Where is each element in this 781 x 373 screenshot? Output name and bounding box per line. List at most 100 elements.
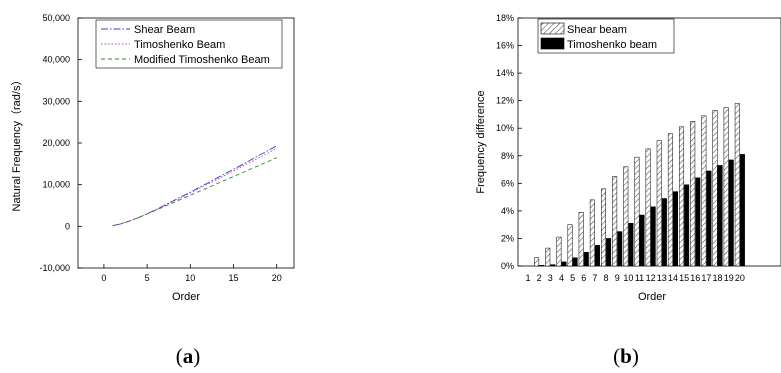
chart-b-bar-timoshenko (594, 245, 600, 267)
chart-a-y-tick-label: 30,000 (42, 96, 70, 106)
chart-a-x-axis-label: Order (172, 291, 200, 303)
chart-b-x-tick-label: 2 (537, 273, 542, 283)
chart-b-bar-timoshenko (539, 265, 545, 267)
chart-b-bar-timoshenko (583, 251, 589, 267)
chart-b-legend-label: Timoshenko beam (567, 39, 657, 51)
chart-b-bar-timoshenko (606, 238, 612, 267)
chart-b-legend-label: Shear beam (567, 24, 627, 36)
chart-a: 0 5 10 15 20 -10,000 0 10,000 20,000 30,000 40,00… (10, 13, 295, 303)
chart-a-series-lines (112, 145, 277, 227)
chart-b-x-tick-label: 9 (615, 273, 620, 283)
chart-b-x-tick-label: 12 (646, 273, 656, 283)
chart-b-y-tick-label: 14% (496, 68, 514, 78)
chart-b-y-tick-label: 10% (496, 123, 514, 133)
chart-a-series-line-3 (112, 157, 277, 227)
chart-b-bar-shear (556, 236, 562, 267)
chart-b-bar-shear (712, 110, 718, 267)
chart-b-bar-timoshenko (695, 177, 701, 267)
chart-b-bar-shear (612, 176, 618, 267)
chart-b-x-tick-label: 6 (581, 273, 586, 283)
chart-b-bar-timoshenko (728, 159, 734, 267)
chart-b-x-tick-label: 20 (735, 273, 745, 283)
chart-a-legend-label: Shear Beam (134, 24, 195, 36)
chart-b-bar-shear (634, 156, 640, 267)
chart-b-bar-timoshenko (706, 170, 712, 267)
chart-b-x-tick-label: 17 (701, 273, 711, 283)
chart-b-x-tick-label: 15 (679, 273, 689, 283)
chart-a-y-ticks: -10,000 0 10,000 20,000 30,000 40,000 50,000 (39, 13, 82, 273)
caption-a: (a) (176, 344, 201, 368)
chart-b-y-tick-label: 6% (501, 178, 514, 188)
chart-b-bar-shear (589, 199, 595, 267)
chart-a-x-tick-label: 15 (229, 273, 239, 283)
chart-b-bar-timoshenko (650, 206, 656, 267)
chart-a-y-tick-label: 0 (65, 221, 70, 231)
chart-b-bar-timoshenko (717, 165, 723, 267)
chart-a-legend: Shear Beam Timoshenko Beam Modified Timosh… (95, 19, 283, 69)
chart-b-bar-timoshenko (673, 191, 678, 267)
chart-b-bar-shear (667, 133, 673, 267)
chart-b-y-tick-label: 12% (496, 96, 514, 106)
chart-b-x-tick-label: 5 (570, 273, 575, 283)
chart-b-bar-shear (601, 188, 606, 267)
chart-b-y-tick-label: 4% (501, 206, 514, 216)
chart-b-legend: Shear beam Timoshenko beam (537, 18, 675, 54)
chart-b-legend-swatch (540, 37, 565, 50)
chart-b-bar-shear (623, 166, 629, 267)
chart-b-x-tick-label: 1 (525, 273, 530, 283)
chart-b-bar-timoshenko (561, 261, 567, 267)
chart-b-y-tick-label: 0% (501, 261, 514, 271)
chart-b-bar-shear (656, 140, 662, 267)
chart-b-bar-timoshenko (550, 264, 556, 267)
chart-a-y-tick-label: 10,000 (42, 180, 70, 190)
chart-a-x-tick-label: 0 (101, 273, 106, 283)
chart-b-bar-shear (734, 103, 740, 267)
chart-b-x-tick-label: 3 (548, 273, 553, 283)
chart-a-x-tick-label: 10 (185, 273, 195, 283)
chart-b-y-tick-label: 18% (496, 13, 514, 23)
chart-b-bar-shear (545, 247, 551, 267)
chart-a-x-ticks: 0 5 10 15 20 (101, 264, 282, 283)
chart-b-bar-shear (701, 115, 707, 267)
chart-b-legend-swatch (540, 22, 565, 35)
chart-b-bar-timoshenko (628, 223, 634, 267)
chart-b-x-axis-label: Order (638, 291, 666, 303)
chart-b-bar-shear (690, 121, 696, 267)
chart-b-x-tick-label: 16 (690, 273, 700, 283)
chart-a-y-tick-label: 20,000 (42, 138, 70, 148)
chart-a-x-tick-label: 5 (145, 273, 150, 283)
chart-b-y-tick-label: 2% (501, 233, 514, 243)
chart-b-x-tick-label: 4 (559, 273, 564, 283)
chart-b-x-tick-label: 14 (668, 273, 678, 283)
chart-b-x-tick-label: 8 (604, 273, 609, 283)
chart-a-y-tick-label: -10,000 (39, 263, 70, 273)
chart-b-bar-timoshenko (572, 257, 578, 267)
chart-b-bar-timoshenko (739, 154, 745, 267)
chart-b-bar-shear (679, 126, 685, 267)
chart-b-y-ticks: 0% 2% 4% 6% 8% 10% 12% 14% 16% 18% (496, 13, 522, 271)
chart-b-bars (534, 103, 745, 267)
chart-b-bar-timoshenko (617, 231, 623, 267)
chart-b-bar-shear (534, 257, 540, 267)
chart-b-y-tick-label: 16% (496, 41, 514, 51)
chart-b-bar-timoshenko (661, 198, 667, 267)
chart-a-legend-label: Timoshenko Beam (134, 39, 225, 51)
chart-b-bar-shear (645, 148, 651, 267)
chart-b-bar-shear (578, 212, 584, 267)
chart-b-bar-timoshenko (684, 184, 690, 267)
chart-b: 0%2%4%6%8%10%12%14%16%18% 1 2 3 4 5 6 7 8 9 10 11 1… (475, 13, 781, 303)
chart-a-legend-label: Modified Timoshenko Beam (134, 54, 270, 66)
chart-b-bar-timoshenko (639, 214, 645, 267)
chart-b-x-tick-label: 7 (592, 273, 597, 283)
chart-a-y-tick-label: 40,000 (42, 55, 70, 65)
chart-a-series-line-1 (112, 145, 277, 227)
chart-b-x-tick-label: 13 (657, 273, 667, 283)
chart-b-y-axis-label: Frequency difference (475, 90, 487, 193)
chart-a-series-line-2 (112, 148, 277, 227)
chart-a-y-tick-label: 50,000 (42, 13, 70, 23)
chart-b-bar-shear (723, 107, 729, 267)
chart-a-x-tick-label: 20 (272, 273, 282, 283)
chart-b-x-tick-label: 10 (623, 273, 633, 283)
caption-b: (b) (613, 344, 639, 368)
